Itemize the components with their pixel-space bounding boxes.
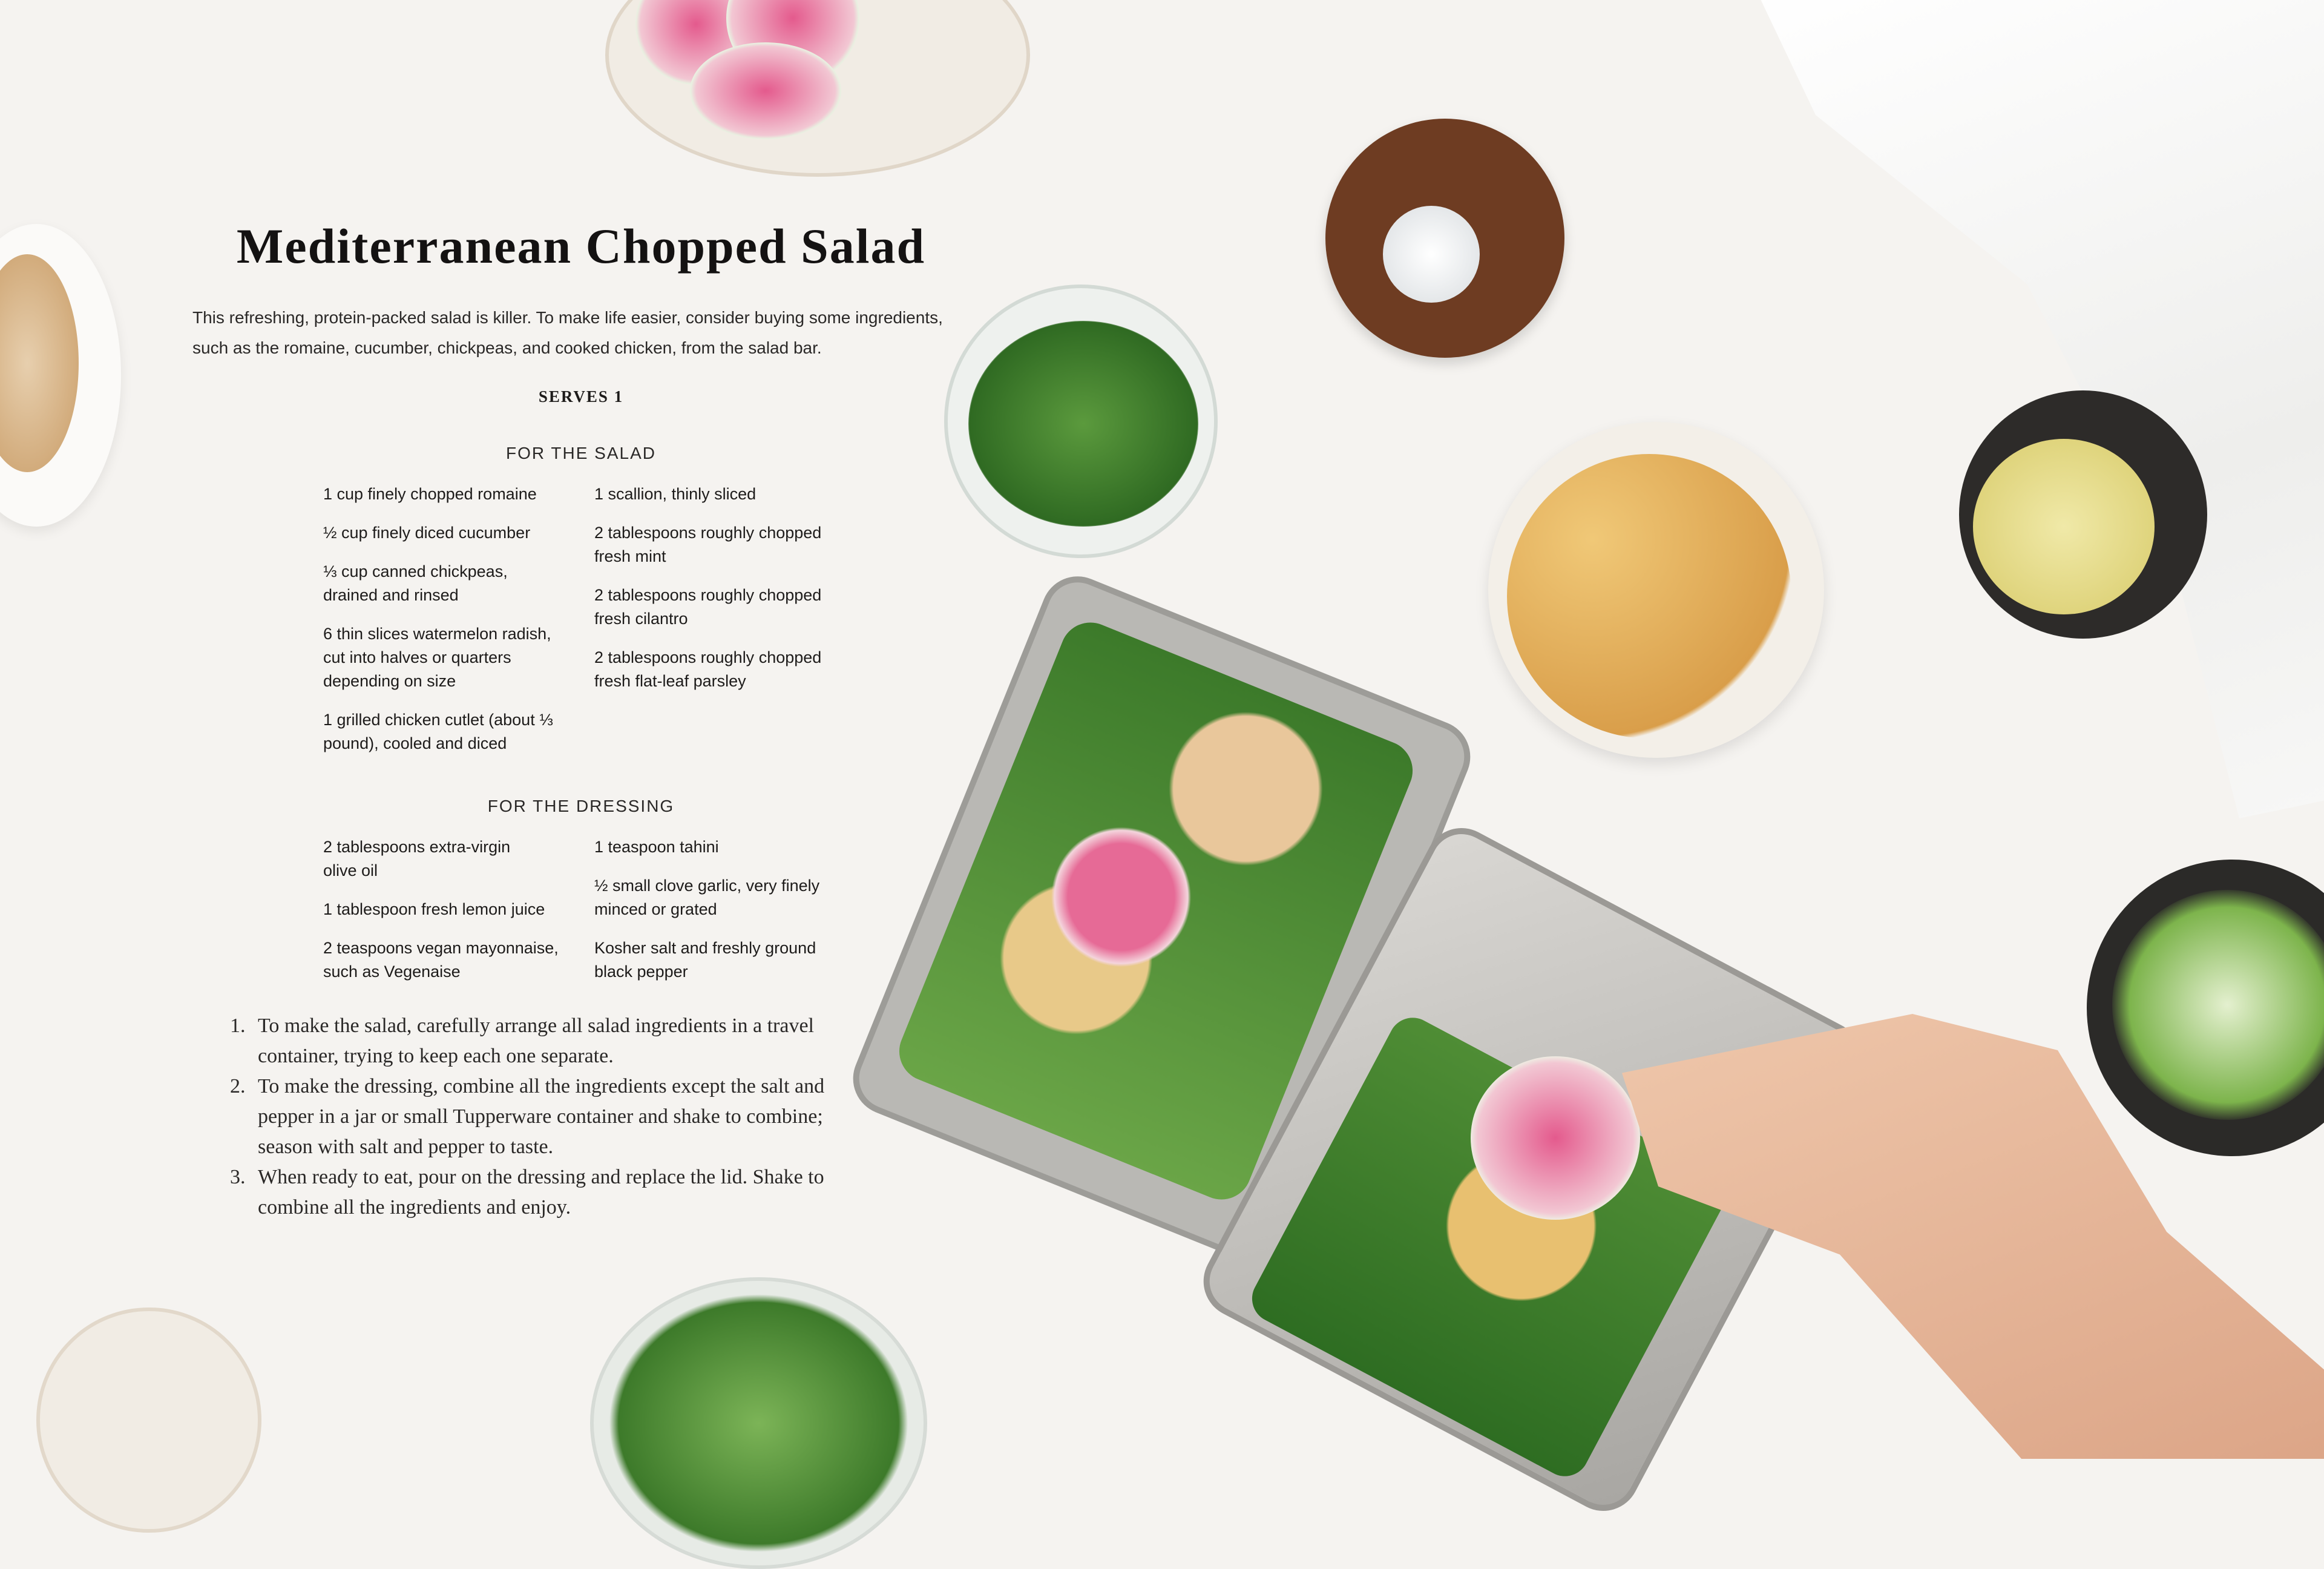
cucumber-bowl: [590, 1277, 927, 1569]
salt-bowl: [1325, 119, 1564, 358]
ingredient: 1 tablespoon fresh lemon juice: [323, 900, 545, 918]
hand: [1622, 1014, 2324, 1459]
ingredient: 2 tablespoons roughly chopped fresh flat…: [594, 648, 822, 690]
ingredient: 2 tablespoons roughly chopped fresh mint: [594, 524, 822, 565]
ingredient: 1 grilled chicken cutlet (about ⅓ pound)…: [323, 711, 553, 752]
recipe-title: Mediterranean Chopped Salad: [236, 219, 926, 274]
salt: [1383, 206, 1480, 303]
second-contents: [1243, 1009, 1735, 1485]
chickpea-bowl: [1488, 422, 1824, 758]
radish-slice: [635, 0, 757, 85]
step-number: 1.: [230, 1015, 246, 1037]
salad-heading: FOR THE SALAD: [506, 444, 656, 462]
recipe-intro: This refreshing, protein-packed salad is…: [192, 308, 943, 357]
ingredient: 1 teaspoon tahini: [594, 838, 719, 856]
ingredient: 6 thin slices watermelon radish, cut int…: [323, 625, 551, 690]
salad-contents: [890, 613, 1422, 1209]
chopped-herbs: [968, 321, 1198, 527]
radish-slice: [690, 42, 841, 139]
dressing-heading: FOR THE DRESSING: [487, 797, 675, 815]
step-number: 2.: [230, 1075, 246, 1097]
radish-slice: [726, 0, 859, 85]
serves-label: SERVES 1: [538, 387, 624, 406]
ingredient: 2 teaspoons vegan mayonnaise, such as Ve…: [323, 939, 559, 981]
second-container: [1190, 815, 1874, 1524]
chicken-pieces: [0, 254, 79, 472]
pepper-bowl: [36, 1308, 261, 1533]
scallion-bowl: [2087, 860, 2324, 1156]
step-text: To make the salad, carefully arrange all…: [258, 1015, 814, 1067]
step-text: When ready to eat, pour on the dressing …: [258, 1166, 824, 1219]
dressing: [1973, 439, 2155, 614]
radish-slice: [1471, 1056, 1640, 1220]
herb-bowl: [944, 285, 1218, 558]
ingredient: ⅓ cup canned chickpeas, drained and rins…: [323, 562, 508, 604]
ingredient: 2 tablespoons extra-virgin olive oil: [323, 838, 511, 880]
step: 3. When ready to eat, pour on the dressin…: [230, 1162, 872, 1223]
ingredient: 1 cup finely chopped romaine: [323, 485, 537, 503]
chickpeas: [1507, 454, 1791, 738]
step-text: To make the dressing, combine all the in…: [258, 1075, 825, 1158]
scallions: [2112, 890, 2324, 1120]
ingredient: ½ cup finely diced cucumber: [323, 524, 531, 542]
dressing-bowl: [1959, 390, 2207, 639]
step: 1. To make the salad, carefully arrange a…: [230, 1011, 872, 1071]
linen-towel: [1755, 0, 2324, 818]
step: 2. To make the dressing, combine all the …: [230, 1071, 872, 1162]
recipe-steps: 1. To make the salad, carefully arrange a…: [230, 1011, 872, 1223]
radish-plate: [605, 0, 1030, 177]
step-number: 3.: [230, 1166, 246, 1188]
ingredient: Kosher salt and freshly ground black pep…: [594, 939, 816, 981]
ingredient: 1 scallion, thinly sliced: [594, 485, 757, 503]
ingredient: 2 tablespoons roughly chopped fresh cila…: [594, 586, 822, 628]
salad-container: [842, 565, 1482, 1270]
ingredient: ½ small clove garlic, very finely minced…: [594, 877, 820, 918]
